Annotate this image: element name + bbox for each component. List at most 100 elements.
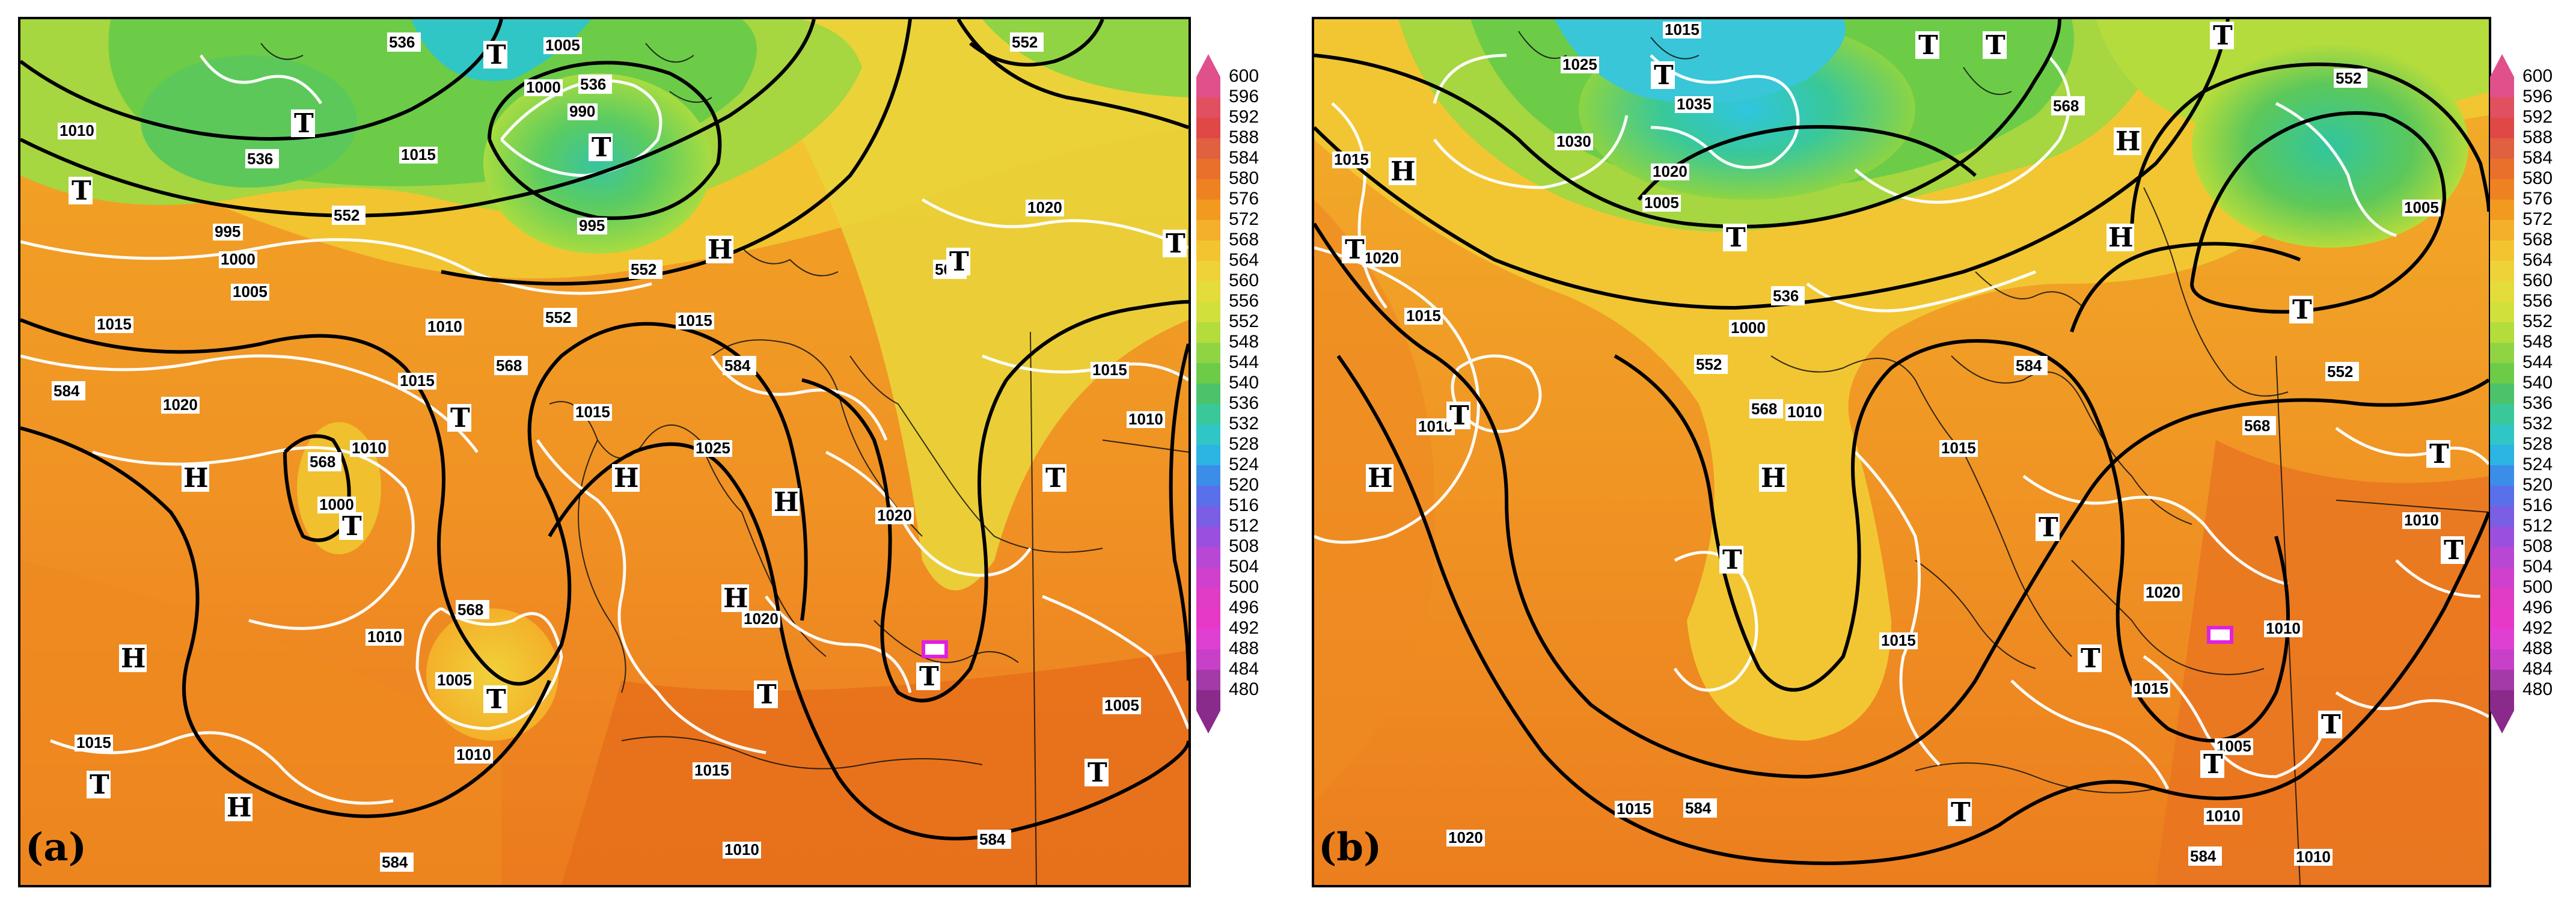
slp-label: 1020 — [742, 610, 780, 628]
gph-label: 552 — [629, 260, 662, 279]
low-centre: T — [754, 679, 778, 710]
gph-label: 552 — [1010, 32, 1044, 52]
svg-text:1010: 1010 — [352, 439, 387, 457]
colorbar-segment — [2490, 77, 2514, 97]
slp-label: 1015 — [2132, 679, 2170, 697]
svg-text:584: 584 — [54, 382, 80, 400]
svg-text:1020: 1020 — [877, 506, 912, 524]
colorbar-label: 580 — [1229, 168, 1259, 188]
svg-text:1015: 1015 — [401, 145, 436, 164]
low-centre: T — [1651, 60, 1675, 91]
svg-text:1010: 1010 — [1128, 410, 1163, 428]
slp-label: 1000 — [524, 78, 563, 96]
slp-label: 1010 — [454, 745, 493, 764]
svg-text:552: 552 — [334, 206, 359, 224]
slp-label: 1030 — [1555, 132, 1593, 150]
colorbar-label: 596 — [1229, 87, 1259, 106]
gph-labels-a: 536 536 536 552 552 552 568 568 568 568 … — [52, 32, 1044, 872]
colorbar-segment — [2490, 649, 2514, 670]
slp-label: 1010 — [58, 121, 96, 139]
svg-text:1020: 1020 — [744, 610, 779, 628]
svg-text:T: T — [342, 511, 362, 542]
colorbar-segment — [1196, 261, 1220, 281]
colorbar-segment — [1196, 97, 1220, 118]
colorbar-label: 544 — [2522, 352, 2553, 372]
svg-text:995: 995 — [215, 222, 240, 240]
colorbar-segment — [1196, 384, 1220, 404]
colorbar-label: 488 — [1229, 638, 1259, 658]
gph-label: 536 — [578, 75, 612, 94]
low-centre: T — [339, 511, 363, 542]
colorbar-a: 600 596 592 588 584 580 576 572 568 564 560 556 552 5… — [1196, 54, 1259, 733]
slp-label: 1020 — [1362, 249, 1401, 267]
low-centre: T — [946, 246, 970, 277]
slp-label: 1035 — [1675, 95, 1713, 113]
slp-label: 1015 — [1663, 20, 1701, 38]
svg-text:T: T — [1951, 797, 1971, 828]
station-marker — [922, 640, 948, 658]
colorbar-label: 524 — [1229, 455, 1259, 474]
colorbar-segment — [1196, 424, 1220, 445]
svg-text:584: 584 — [724, 357, 751, 375]
svg-text:T: T — [1918, 30, 1938, 61]
slp-label: 1010 — [2264, 619, 2302, 637]
svg-text:1010: 1010 — [456, 745, 491, 764]
colorbar-segment — [2490, 322, 2514, 343]
colorbar-label: 492 — [2522, 618, 2553, 638]
colorbar-segment — [1196, 465, 1220, 486]
low-centre: T — [1983, 30, 2007, 61]
svg-text:H: H — [614, 463, 639, 494]
svg-text:1015: 1015 — [2134, 679, 2168, 697]
gph-label: 584 — [2014, 356, 2048, 375]
svg-text:584: 584 — [979, 830, 1006, 848]
colorbar-segment — [2490, 179, 2514, 200]
low-centre: T — [1719, 545, 1743, 575]
svg-text:T: T — [486, 40, 506, 70]
gph-label: 584 — [723, 356, 756, 375]
colorbar-segment — [1196, 690, 1220, 711]
colorbar-b: 600 596 592 588 584 580 576 572 568 564 560 556 552 5… — [2490, 54, 2553, 733]
gph-labels-b: 536 552 552 552 568 568 568 584 584 584 — [1683, 69, 2367, 866]
svg-text:1025: 1025 — [1562, 55, 1597, 73]
svg-text:T: T — [90, 770, 109, 800]
low-centre: T — [1163, 228, 1187, 259]
colorbar-top-arrow — [2490, 54, 2514, 77]
svg-text:536: 536 — [247, 150, 273, 168]
svg-text:1005: 1005 — [2404, 198, 2439, 216]
svg-text:1005: 1005 — [1644, 194, 1679, 212]
slp-labels-a: 1005 1000 990 995 1015 1010 1000 1005 99… — [58, 36, 1165, 859]
svg-text:1015: 1015 — [1881, 631, 1916, 649]
low-centre: T — [2426, 439, 2450, 470]
svg-text:T: T — [1654, 60, 1674, 91]
colorbar-label: 536 — [1229, 393, 1259, 413]
svg-text:T: T — [1726, 222, 1746, 253]
svg-text:T: T — [949, 246, 969, 277]
colorbar-label: 548 — [2522, 332, 2553, 352]
colorbar-segment — [2490, 138, 2514, 159]
svg-text:T: T — [2081, 643, 2100, 674]
gph-label: 568 — [456, 600, 489, 619]
colorbar-label: 516 — [1229, 495, 1259, 515]
map-canvas-b: 536 552 552 552 568 568 568 584 584 584 … — [1314, 19, 2489, 885]
slp-label: 1020 — [1026, 198, 1064, 216]
slp-label: 1020 — [1446, 828, 1485, 846]
svg-text:995: 995 — [579, 216, 605, 234]
colorbar-segment — [2490, 527, 2514, 547]
slp-label: 1020 — [1651, 162, 1689, 180]
svg-text:568: 568 — [310, 453, 335, 471]
high-centre: H — [1389, 156, 1416, 187]
low-centre: T — [447, 403, 471, 433]
slp-label: 1015 — [75, 733, 113, 751]
slp-label: 1015 — [1091, 361, 1129, 379]
colorbar-label: 512 — [1229, 516, 1259, 536]
colorbar-segment — [1196, 547, 1220, 568]
slp-label: 1015 — [1404, 307, 1443, 325]
colorbar-segment — [2490, 445, 2514, 465]
svg-text:1010: 1010 — [2206, 807, 2241, 825]
colorbar-label: 532 — [2522, 414, 2553, 433]
gph-label: 568 — [308, 452, 341, 471]
svg-text:1005: 1005 — [1104, 696, 1139, 714]
svg-text:584: 584 — [1685, 799, 1712, 817]
high-centre: H — [2106, 222, 2134, 253]
svg-text:1015: 1015 — [1617, 800, 1651, 818]
